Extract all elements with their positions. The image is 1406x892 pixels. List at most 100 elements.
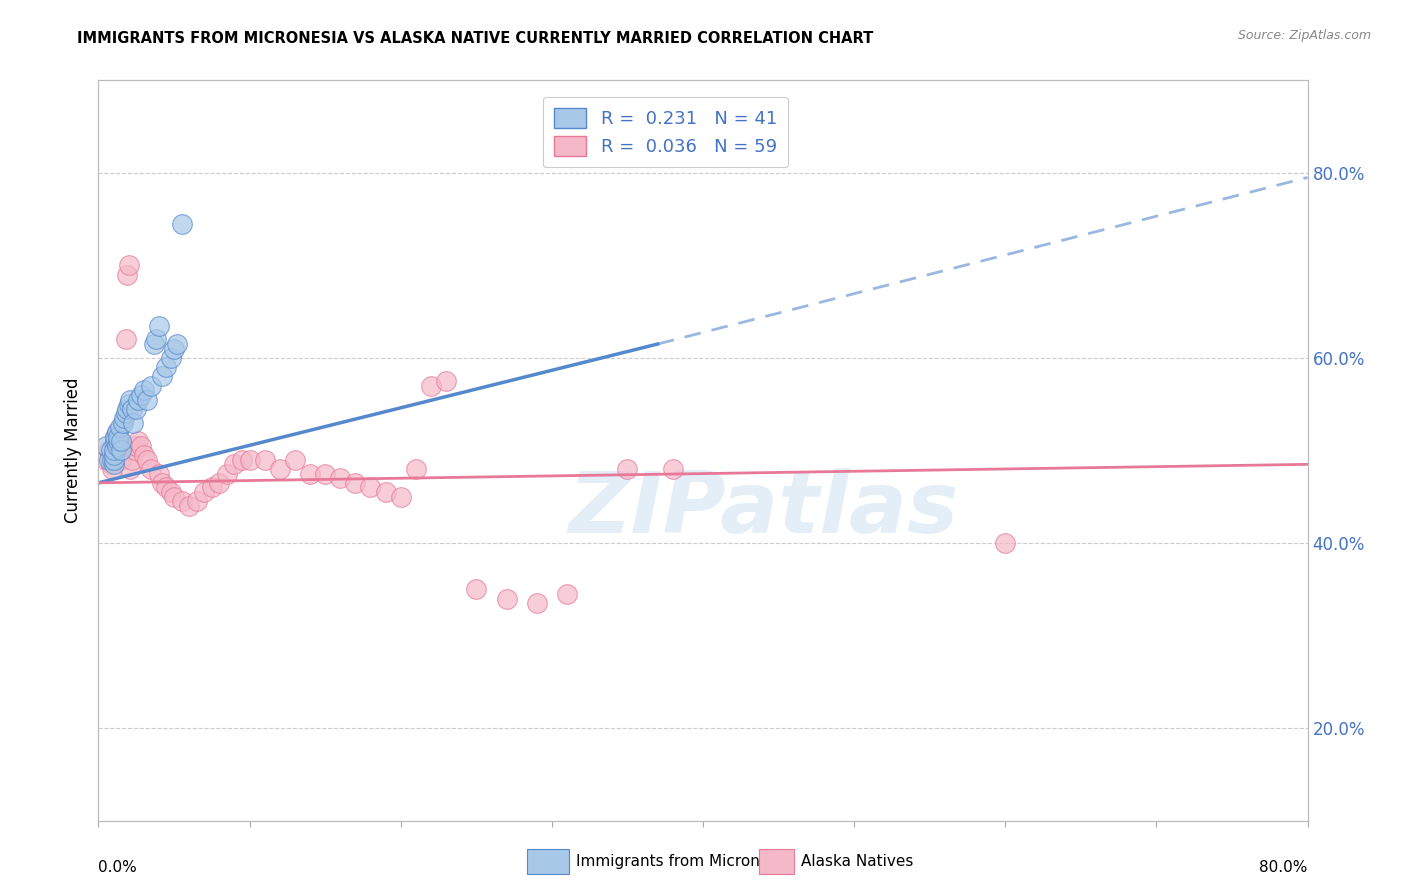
Point bbox=[239, 452, 262, 467]
Point bbox=[100, 458, 122, 472]
Point bbox=[107, 434, 129, 449]
Point bbox=[314, 467, 336, 481]
Point bbox=[108, 420, 131, 434]
Text: ZIPatlas: ZIPatlas bbox=[568, 468, 959, 551]
Point bbox=[112, 411, 135, 425]
Point bbox=[114, 333, 136, 347]
Point bbox=[389, 490, 412, 504]
Point bbox=[132, 384, 155, 398]
Point bbox=[208, 475, 231, 490]
Point bbox=[143, 337, 166, 351]
Point bbox=[120, 392, 142, 407]
Point bbox=[111, 416, 134, 430]
Point bbox=[104, 429, 127, 443]
Point bbox=[105, 439, 128, 453]
Point bbox=[150, 369, 173, 384]
Point bbox=[124, 443, 146, 458]
Text: Source: ZipAtlas.com: Source: ZipAtlas.com bbox=[1237, 29, 1371, 42]
Point bbox=[129, 388, 152, 402]
Point bbox=[101, 462, 124, 476]
Point bbox=[329, 471, 352, 485]
Point bbox=[104, 429, 127, 443]
Point bbox=[100, 443, 122, 458]
Point bbox=[170, 494, 193, 508]
Point bbox=[105, 425, 128, 439]
Point bbox=[98, 452, 121, 467]
Point bbox=[129, 439, 152, 453]
Point bbox=[555, 587, 578, 601]
Point bbox=[163, 490, 186, 504]
Point bbox=[103, 458, 125, 472]
Point bbox=[224, 458, 246, 472]
Point bbox=[215, 467, 238, 481]
Point bbox=[107, 434, 129, 449]
Legend: R =  0.231   N = 41, R =  0.036   N = 59: R = 0.231 N = 41, R = 0.036 N = 59 bbox=[543, 96, 787, 168]
Y-axis label: Currently Married: Currently Married bbox=[65, 377, 83, 524]
Point bbox=[125, 439, 148, 453]
Text: 0.0%: 0.0% bbox=[98, 860, 138, 874]
Point bbox=[118, 259, 141, 273]
Point bbox=[170, 217, 193, 231]
Point bbox=[141, 378, 163, 392]
Point bbox=[374, 485, 396, 500]
Text: Immigrants from Micronesia: Immigrants from Micronesia bbox=[576, 855, 792, 869]
Point bbox=[103, 448, 125, 462]
Point bbox=[114, 407, 136, 421]
Point bbox=[132, 448, 155, 462]
Point bbox=[121, 401, 143, 416]
Point bbox=[360, 480, 382, 494]
Point bbox=[120, 462, 142, 476]
Point bbox=[115, 401, 138, 416]
Point bbox=[179, 499, 201, 513]
Point bbox=[495, 591, 517, 606]
Point bbox=[434, 374, 457, 388]
Point bbox=[465, 582, 488, 597]
Point bbox=[163, 342, 186, 356]
Point bbox=[155, 480, 177, 494]
Point bbox=[616, 462, 638, 476]
Point bbox=[420, 378, 443, 392]
Point bbox=[104, 434, 127, 449]
Point bbox=[186, 494, 208, 508]
Point bbox=[155, 360, 177, 375]
Point bbox=[103, 448, 125, 462]
Point bbox=[94, 439, 117, 453]
Point bbox=[201, 480, 224, 494]
Point bbox=[127, 392, 149, 407]
Point bbox=[193, 485, 215, 500]
Point bbox=[125, 401, 148, 416]
Point bbox=[141, 462, 163, 476]
Point bbox=[135, 452, 157, 467]
Point bbox=[103, 443, 125, 458]
Point bbox=[253, 452, 276, 467]
Point bbox=[994, 536, 1017, 550]
Point bbox=[103, 439, 125, 453]
Point bbox=[127, 434, 149, 449]
Point bbox=[299, 467, 322, 481]
Point bbox=[647, 147, 669, 161]
Point bbox=[526, 596, 548, 610]
Point bbox=[94, 452, 117, 467]
Text: IMMIGRANTS FROM MICRONESIA VS ALASKA NATIVE CURRENTLY MARRIED CORRELATION CHART: IMMIGRANTS FROM MICRONESIA VS ALASKA NAT… bbox=[77, 31, 873, 46]
Point bbox=[107, 429, 129, 443]
Point bbox=[101, 452, 124, 467]
Point bbox=[148, 318, 170, 333]
Point bbox=[105, 425, 128, 439]
Point bbox=[160, 485, 183, 500]
Point bbox=[110, 434, 132, 449]
Point bbox=[122, 416, 145, 430]
Point bbox=[344, 475, 367, 490]
Point bbox=[231, 452, 253, 467]
Point bbox=[118, 397, 141, 411]
Point bbox=[111, 439, 134, 453]
Text: Alaska Natives: Alaska Natives bbox=[801, 855, 914, 869]
Point bbox=[284, 452, 307, 467]
Point bbox=[269, 462, 291, 476]
Point bbox=[145, 333, 167, 347]
Point bbox=[150, 475, 173, 490]
Point bbox=[405, 462, 427, 476]
Text: 80.0%: 80.0% bbox=[1260, 860, 1308, 874]
Point bbox=[108, 443, 131, 458]
Point bbox=[110, 452, 132, 467]
Point bbox=[115, 268, 138, 282]
